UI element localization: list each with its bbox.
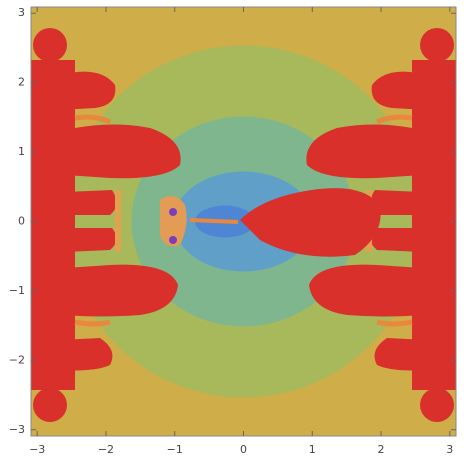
page: −3−2−10123−3−2−10123 (() => { const data… [0,0,464,462]
x-tick-label: −2 [98,443,114,456]
y-tick-label: 3 [18,6,25,19]
x-tick-label: 1 [309,443,316,456]
x-tick-label: 3 [446,443,453,456]
y-tick-label: −1 [9,284,25,297]
x-tick-label: 2 [378,443,385,456]
y-tick-label: 0 [18,215,25,228]
y-tick-label: −2 [9,353,25,366]
y-tick-label: 1 [18,145,25,158]
x-tick-label: −1 [167,443,183,456]
density-image [25,7,462,436]
x-tick-label: −3 [29,443,45,456]
chart: −3 −2 −1 0 1 2 3 −3 −2 −1 0 1 2 3 [0,0,464,462]
x-tick-label: 0 [240,443,247,456]
y-tick-label: −3 [9,423,25,436]
y-tick-label: 2 [18,76,25,89]
